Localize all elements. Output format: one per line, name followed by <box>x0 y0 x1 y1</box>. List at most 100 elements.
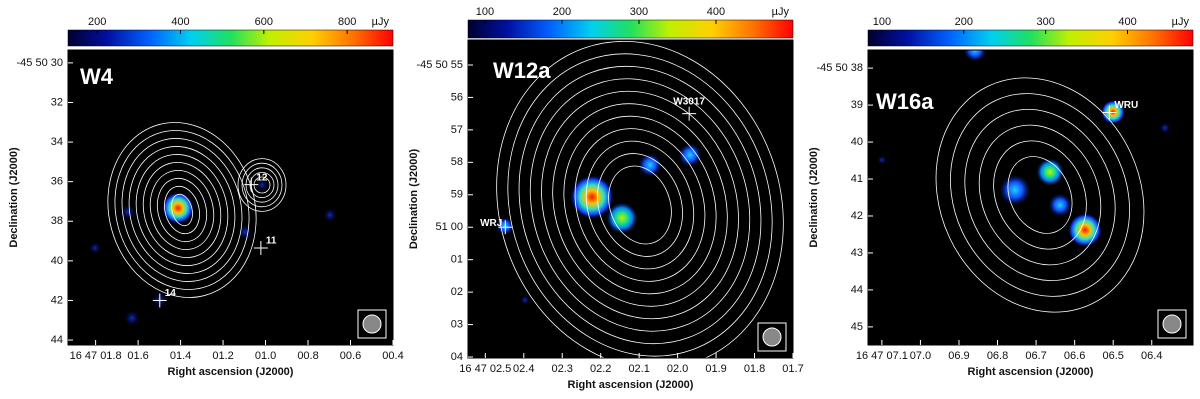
y-tick-label: 04 <box>451 351 463 363</box>
contour <box>529 78 751 332</box>
contour <box>156 177 208 243</box>
source-label: 14 <box>165 288 177 299</box>
colorbar-tick-label: 100 <box>873 16 891 28</box>
contour <box>121 138 243 282</box>
x-axis-label: Right ascension (J2000) <box>968 366 1094 378</box>
beam <box>762 327 782 347</box>
contour <box>563 115 717 295</box>
plot-background <box>468 40 793 358</box>
contour <box>1007 156 1073 234</box>
plot-frame <box>867 49 1194 346</box>
y-tick-label: 43 <box>851 247 863 259</box>
x-tick-label: 06.8 <box>987 350 1008 362</box>
emission <box>120 204 136 220</box>
y-tick-label: -45 50 55 <box>417 59 463 71</box>
y-tick-label: 44 <box>51 334 63 346</box>
x-tick-label: 16 47 02.5 <box>459 363 511 375</box>
contour <box>507 53 773 357</box>
colorbar-tick-label: 400 <box>171 16 189 28</box>
contour <box>597 153 683 257</box>
contour <box>149 169 215 251</box>
contour <box>135 154 229 266</box>
panel: W12a 100 200 300 400 µJy 16 47 02.5 02.4 02.3 02.… <box>408 6 804 391</box>
source-label: WRU <box>1114 100 1138 111</box>
emission <box>678 143 702 167</box>
image <box>496 40 787 358</box>
colorbar-tick-label: 600 <box>255 16 273 28</box>
y-axis-label: Declination (J2000) <box>808 147 820 248</box>
plot-background <box>68 50 393 345</box>
contour <box>171 193 193 227</box>
colorbar-tick-label: 200 <box>88 16 106 28</box>
plot-frame <box>67 49 394 346</box>
contour <box>107 122 257 298</box>
emission <box>606 202 638 234</box>
x-tick-label: 06.7 <box>1025 350 1046 362</box>
x-tick-label: 01.8 <box>744 363 765 375</box>
x-tick-label: 02.3 <box>552 363 573 375</box>
colorbar <box>467 19 794 39</box>
colorbar-tick-label: 300 <box>630 6 648 18</box>
source-label: 12 <box>256 172 268 183</box>
beam-box <box>357 309 387 339</box>
emission <box>963 50 987 62</box>
panel-title: W12a <box>493 58 551 83</box>
colorbar-tick-label: 100 <box>476 6 494 18</box>
emission <box>520 295 530 305</box>
contour <box>978 124 1102 266</box>
x-tick-label: 06.9 <box>948 350 969 362</box>
y-tick-label: 40 <box>851 136 863 148</box>
y-tick-label: 41 <box>851 173 863 185</box>
emission <box>323 208 337 222</box>
y-tick-label: -45 50 38 <box>817 62 863 74</box>
y-tick-label: 40 <box>51 255 63 267</box>
source-label: W3017 <box>673 96 705 107</box>
beam-box <box>757 322 787 352</box>
colorbar-tick-label: 200 <box>955 16 973 28</box>
x-tick-label: 16 47 07.1 <box>856 350 908 362</box>
contour <box>935 77 1145 313</box>
x-tick-label: 06.5 <box>1102 350 1123 362</box>
contour <box>142 162 222 258</box>
plot-frame <box>467 39 794 359</box>
beam <box>362 314 382 334</box>
panel-title: W4 <box>80 64 114 89</box>
x-tick-label: 02.2 <box>590 363 611 375</box>
colorbar-tick-label: 800 <box>338 16 356 28</box>
beam-box <box>1157 309 1187 339</box>
emission <box>1048 193 1072 217</box>
y-tick-label: 51 00 <box>435 221 463 233</box>
y-tick-label: -45 50 30 <box>17 57 63 69</box>
emission <box>89 242 101 254</box>
contour <box>128 146 236 274</box>
image <box>877 50 1187 339</box>
x-tick-label: 01.9 <box>705 363 726 375</box>
x-tick-label: 01.7 <box>782 363 803 375</box>
x-tick-label: 01.6 <box>127 350 148 362</box>
emission <box>638 153 662 177</box>
y-axis-label: Declination (J2000) <box>8 147 20 248</box>
panel-title: W16a <box>876 89 934 114</box>
y-tick-label: 42 <box>51 294 63 306</box>
emission <box>162 192 194 224</box>
y-tick-label: 56 <box>451 91 463 103</box>
y-tick-label: 45 <box>851 321 863 333</box>
colorbar-tick-label: 300 <box>1036 16 1054 28</box>
colorbar-unit: µJy <box>772 6 790 18</box>
colorbar <box>67 29 394 47</box>
y-tick-label: 32 <box>51 96 63 108</box>
x-tick-label: 00.6 <box>340 350 361 362</box>
emission <box>1159 122 1171 134</box>
contour <box>518 65 762 345</box>
y-tick-label: 59 <box>451 189 463 201</box>
x-tick-label: 01.0 <box>255 350 276 362</box>
contour <box>237 158 287 212</box>
panel: W16a 100 200 300 400 µJy 16 47 07.1 07.0 06.9 06.… <box>808 16 1194 378</box>
x-tick-label: 01.2 <box>212 350 233 362</box>
colorbar-tick-label: 200 <box>553 6 571 18</box>
contour <box>574 128 706 282</box>
contour <box>585 140 695 270</box>
colorbar-unit: µJy <box>1172 16 1190 28</box>
y-tick-label: 34 <box>51 136 63 148</box>
